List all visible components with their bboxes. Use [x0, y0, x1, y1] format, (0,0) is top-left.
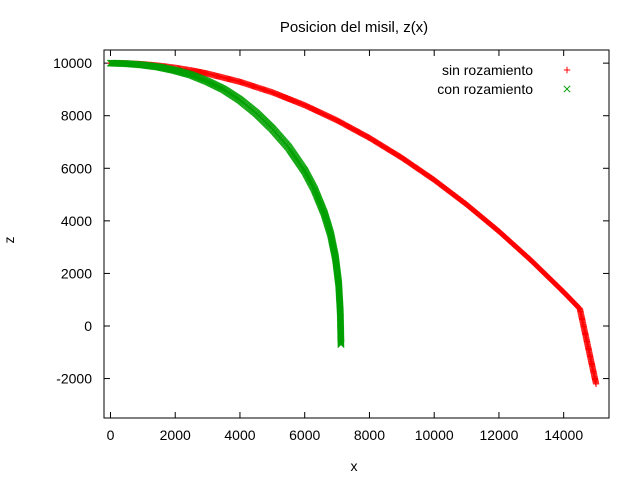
y-tick-label: 8000: [61, 108, 92, 124]
plot-border: [103, 49, 610, 419]
x-tick-label: 8000: [354, 427, 385, 443]
y-tick-label: 4000: [61, 213, 92, 229]
series-con-rozamiento: [106, 59, 345, 348]
x-tick-label: 2000: [160, 427, 191, 443]
x-axis-label: x: [351, 458, 358, 474]
y-tick-label: 0: [84, 318, 92, 334]
data-point: [337, 337, 345, 345]
legend-marker: [563, 66, 571, 74]
series-layer: [106, 59, 600, 388]
x-tick-label: 6000: [289, 427, 320, 443]
x-tick-label: 0: [107, 427, 115, 443]
y-tick-label: 6000: [61, 160, 92, 176]
x-tick-label: 14000: [544, 427, 583, 443]
legend-label: sin rozamiento: [442, 62, 533, 78]
x-tick-label: 12000: [479, 427, 518, 443]
legend: sin rozamiento con rozamiento: [437, 62, 571, 97]
plot-frame: [103, 49, 610, 419]
legend-label: con rozamiento: [437, 81, 533, 97]
chart-title: Posicion del misil, z(x): [280, 19, 428, 36]
y-tick-label: 10000: [53, 55, 92, 71]
axis-ticks: 0 2000 4000 6000 8000 10000 12000 14000 -2000 0 20…: [53, 50, 609, 443]
x-tick-label: 4000: [224, 427, 255, 443]
y-axis-label: z: [1, 237, 17, 244]
data-point: [337, 340, 345, 348]
y-tick-label: -2000: [56, 371, 92, 387]
legend-marker: [563, 85, 571, 93]
data-point: [592, 380, 600, 388]
data-point: [337, 339, 345, 347]
x-tick-label: 10000: [415, 427, 454, 443]
y-tick-label: 2000: [61, 265, 92, 281]
data-point: [337, 338, 345, 346]
